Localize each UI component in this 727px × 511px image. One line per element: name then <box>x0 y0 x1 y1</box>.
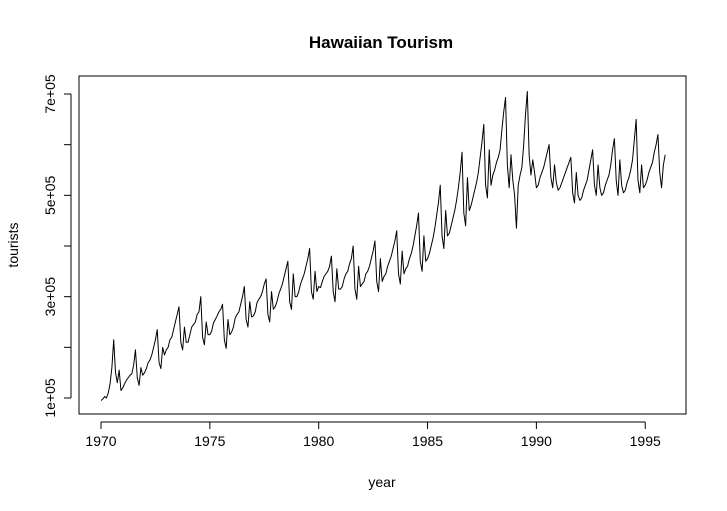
x-tick-label: 1970 <box>85 433 116 449</box>
y-axis: 1e+05 3e+05 5e+05 7e+05 <box>42 74 72 418</box>
y-tick-label: 7e+05 <box>42 74 58 114</box>
x-tick-label: 1990 <box>521 433 552 449</box>
y-tick-label: 1e+05 <box>42 378 58 418</box>
x-tick-label: 1985 <box>412 433 443 449</box>
x-tick-label: 1975 <box>194 433 225 449</box>
x-tick-label: 1995 <box>630 433 661 449</box>
x-axis: 1970 1975 1980 1985 1990 1995 <box>85 421 661 449</box>
y-tick-label: 5e+05 <box>42 175 58 215</box>
series-line-tourists <box>100 90 666 401</box>
y-axis-label: tourists <box>5 222 21 267</box>
x-axis-label: year <box>368 474 396 490</box>
plot-frame <box>78 75 687 415</box>
y-tick-label: 3e+05 <box>42 277 58 317</box>
chart-title: Hawaiian Tourism <box>309 33 453 52</box>
x-tick-label: 1980 <box>303 433 334 449</box>
